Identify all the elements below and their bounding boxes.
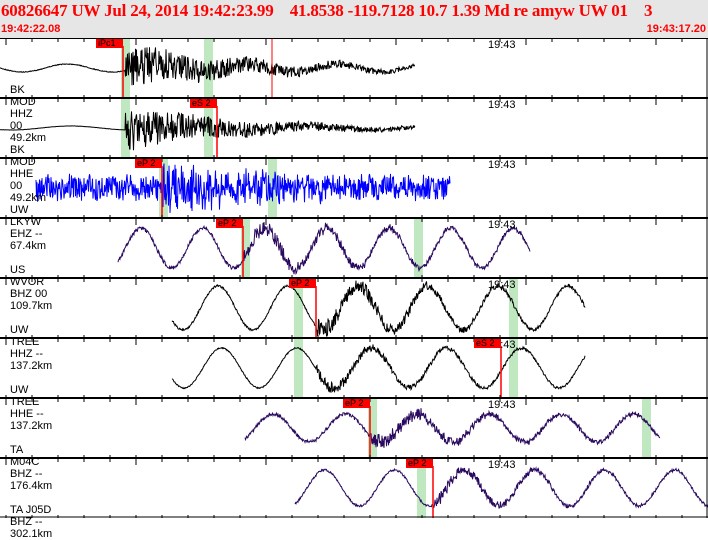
time-window: [417, 459, 426, 518]
phase-pick-flag[interactable]: eS 2: [474, 339, 501, 348]
channel-label: UW LKYW EHZ -- 67.4km: [10, 204, 47, 252]
channel-label: US WVOR BHZ 00 109.7km: [10, 264, 53, 312]
waveform-trace: [0, 111, 416, 151]
waveform-trace: [117, 221, 531, 275]
end-time: 19:43:17.20: [646, 23, 706, 35]
channel-label: BK MOD HHE 00 49.2km: [10, 144, 47, 204]
minute-label: 19:43: [488, 399, 516, 411]
waveform-trace: [171, 280, 586, 337]
phase-pick-flag[interactable]: eP 2: [343, 399, 370, 408]
minute-label: 19:43: [488, 39, 516, 51]
time-window: [294, 279, 303, 338]
phase-pick-flag[interactable]: eS 2: [190, 99, 217, 108]
time-window: [642, 399, 651, 458]
phase-pick-flag[interactable]: eP 2: [406, 459, 433, 468]
minute-label: 19:43: [488, 279, 516, 291]
minute-label: 19:43: [488, 459, 516, 471]
minute-label: 19:43: [488, 99, 516, 111]
phase-pick-flag[interactable]: eP 2: [135, 159, 162, 168]
channel-label: TA J05D BHZ -- 302.1km: [10, 504, 53, 540]
time-window: [241, 219, 250, 278]
channel-label: TA M04C BHZ -- 176.4km: [10, 444, 53, 492]
time-window: [509, 339, 518, 398]
waveform-trace: [0, 47, 415, 86]
waveform-trace: [35, 163, 451, 213]
minute-label: 19:43: [488, 159, 516, 171]
time-window: [368, 399, 377, 458]
phase-pick-flag[interactable]: eP 2: [216, 219, 243, 228]
start-time: 19:42:22.08: [1, 23, 61, 35]
header-bar: 60826647 UW Jul 24, 2014 19:42:23.99 41.…: [0, 0, 708, 38]
phase-pick-flag[interactable]: eP 2: [289, 279, 316, 288]
event-title: 60826647 UW Jul 24, 2014 19:42:23.99 41.…: [1, 1, 653, 20]
channel-label: UW TREE HHE -- 137.2km: [10, 384, 53, 432]
channel-label: UW TREE HHZ -- 137.2km: [10, 324, 53, 372]
time-window: [414, 219, 423, 278]
waveform-trace: [294, 466, 708, 509]
waveform-trace: [244, 408, 661, 448]
channel-label: BK MOD HHZ 00 49.2km: [10, 84, 47, 144]
minute-label: 19:43: [488, 219, 516, 231]
time-window: [294, 339, 303, 398]
time-window: [509, 279, 518, 338]
phase-pick-flag[interactable]: iPc1: [96, 39, 123, 48]
waveform-trace: [171, 344, 586, 393]
